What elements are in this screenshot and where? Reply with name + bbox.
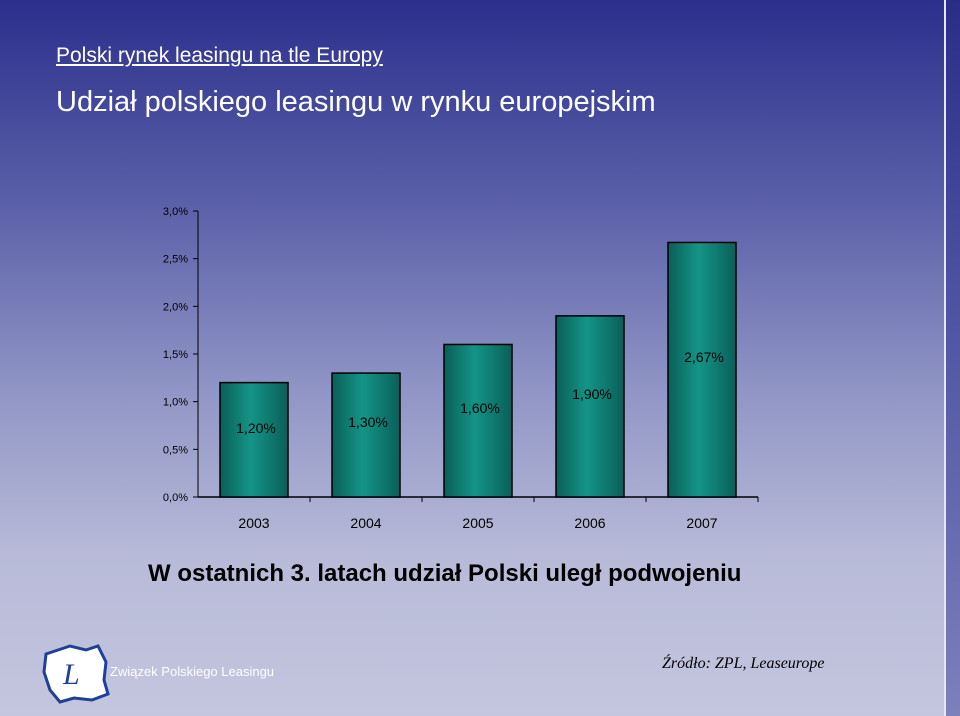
- chart-subtitle: W ostatnich 3. latach udział Polski uleg…: [148, 560, 742, 587]
- right-decor-strip: [944, 0, 960, 716]
- logo-text: Związek Polskiego Leasingu: [110, 664, 275, 679]
- source-note: Źródło: ZPL, Leaseurope: [662, 655, 825, 672]
- x-tick-label: 2003: [238, 515, 269, 531]
- data-label: 2,67%: [684, 349, 724, 365]
- bar-2007: [667, 241, 737, 498]
- bar-2006: [555, 315, 625, 498]
- x-tick-label: 2006: [574, 515, 605, 531]
- page-title: Udział polskiego leasingu w rynku europe…: [56, 86, 656, 118]
- y-tick-label: 2,5%: [163, 254, 188, 266]
- x-tick-label: 2007: [686, 515, 717, 531]
- y-tick-label: 0,5%: [163, 444, 188, 456]
- chart-labels: 2003 1,20% 2004 1,30% 2005 1,60% 2006 1,90% 2007…: [236, 349, 724, 531]
- zpl-logo-icon: L: [42, 644, 110, 704]
- section-link-title[interactable]: Polski rynek leasingu na tle Europy: [56, 44, 383, 67]
- y-tick-label: 2,0%: [163, 301, 188, 313]
- data-label: 1,90%: [572, 386, 612, 402]
- data-label: 1,30%: [348, 414, 388, 430]
- bar-2005: [443, 343, 513, 498]
- bar-2003: [219, 381, 289, 498]
- x-tick-label: 2004: [350, 515, 381, 531]
- x-tick-label: 2005: [462, 515, 493, 531]
- data-label: 1,60%: [460, 400, 500, 416]
- chart-axes: 0,0% 0,5% 1,0% 1,5% 2,0% 2,5% 3,0%: [163, 206, 759, 504]
- y-tick-label: 1,0%: [163, 397, 188, 409]
- y-tick-label: 1,5%: [163, 349, 188, 361]
- bar-2004: [331, 372, 401, 498]
- svg-text:L: L: [62, 658, 80, 691]
- data-label: 1,20%: [236, 420, 276, 436]
- y-tick-label: 0,0%: [163, 492, 188, 504]
- chart-bars: [219, 241, 737, 498]
- y-tick-label: 3,0%: [163, 206, 188, 218]
